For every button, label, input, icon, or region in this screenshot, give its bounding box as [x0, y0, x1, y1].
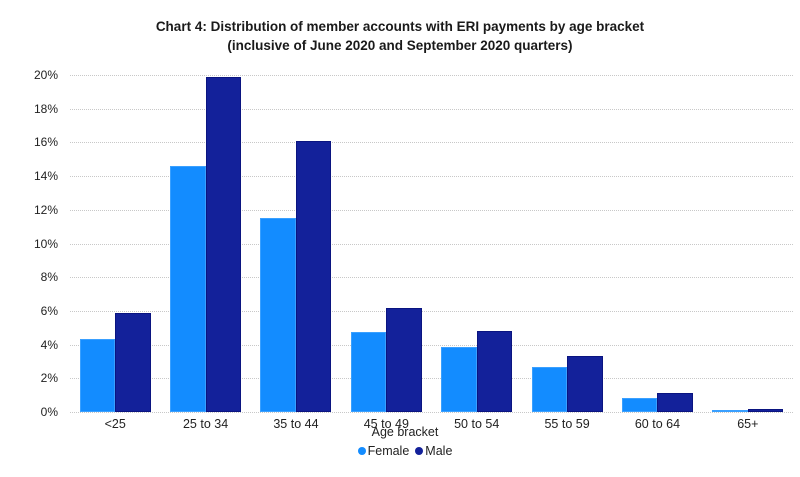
- chart-subtitle: (inclusive of June 2020 and September 20…: [227, 38, 573, 53]
- gridline: [70, 412, 793, 413]
- bar-female: [350, 331, 387, 412]
- gridline: [70, 243, 793, 245]
- gridline: [70, 310, 793, 312]
- x-tick-label: 35 to 44: [273, 417, 319, 431]
- x-tick-label: 50 to 54: [454, 417, 500, 431]
- y-tick-label: 16%: [33, 135, 58, 150]
- bar-male: [205, 76, 242, 412]
- gridline: [70, 176, 793, 178]
- y-tick-label: 8%: [40, 270, 58, 285]
- x-tick-label: 45 to 49: [363, 417, 409, 431]
- y-tick-label: 14%: [33, 169, 58, 184]
- y-tick-label: 18%: [33, 101, 58, 116]
- gridline: [70, 378, 793, 380]
- bar-female: [79, 338, 116, 412]
- x-tick-label: 65+: [737, 417, 759, 431]
- bar-female: [621, 397, 658, 412]
- legend-label: Female: [367, 444, 410, 458]
- legend-marker-icon: [415, 447, 424, 455]
- chart-title-line1: Chart 4: Distribution of member accounts…: [155, 19, 645, 34]
- gridline: [70, 75, 793, 76]
- legend-item-male: Male: [415, 444, 452, 458]
- x-tick-label: <25: [104, 417, 126, 431]
- bar-male: [657, 392, 693, 412]
- bar-female: [712, 409, 748, 412]
- bar-male: [747, 409, 784, 412]
- y-tick-label: 10%: [33, 236, 58, 251]
- chart-title: Chart 4: Distribution of member accounts…: [0, 17, 800, 55]
- y-tick-label: 6%: [40, 303, 58, 318]
- bar-female: [170, 166, 206, 412]
- bar-male: [476, 331, 513, 412]
- y-tick-label: 12%: [33, 202, 58, 217]
- bar-female: [441, 347, 477, 412]
- plot-area: 0% 2% 4% 6% 8% 10% 12% 14% 16% 18% 20% <25 25 to 34 3…: [34, 68, 793, 431]
- legend-label: Male: [425, 444, 453, 458]
- legend: Female Male: [0, 444, 800, 458]
- x-tick-label: 25 to 34: [182, 417, 229, 431]
- bar-male: [386, 307, 422, 412]
- gridline: [70, 142, 793, 144]
- gridline: [70, 277, 793, 279]
- y-tick-label: 0%: [40, 405, 58, 419]
- y-tick-label: 2%: [40, 371, 58, 386]
- x-axis-label: Age bracket: [371, 425, 439, 439]
- gridline: [70, 344, 793, 346]
- legend-marker-icon: [357, 447, 366, 455]
- gridline: [70, 108, 793, 110]
- bar-male: [115, 313, 151, 412]
- legend-item-female: Female: [357, 444, 410, 458]
- bar-male: [295, 140, 332, 412]
- x-tick-label: 55 to 59: [544, 417, 590, 431]
- y-tick-label: 20%: [33, 68, 58, 82]
- bar-female: [531, 367, 568, 412]
- bar-male: [567, 356, 603, 412]
- x-tick-label: 60 to 64: [634, 417, 681, 431]
- bar-female: [260, 218, 296, 412]
- y-tick-label: 4%: [40, 337, 58, 352]
- gridline: [70, 209, 793, 211]
